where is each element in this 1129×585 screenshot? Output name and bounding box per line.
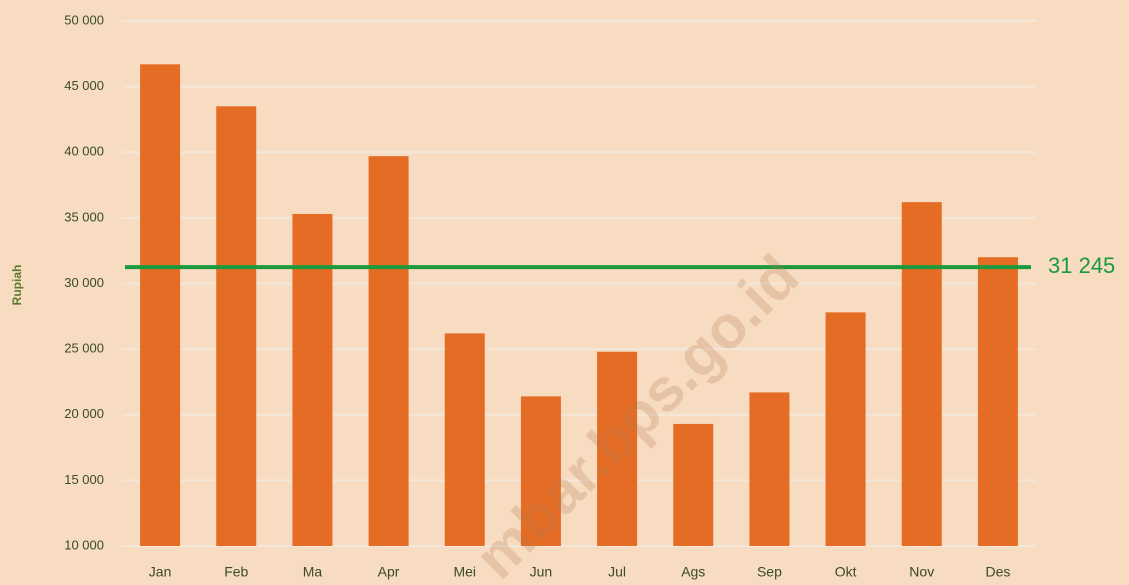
y-tick-label: 45 000 <box>64 78 104 93</box>
bar <box>292 213 333 546</box>
bar <box>216 106 257 546</box>
bar <box>749 392 790 546</box>
x-tick-label: Apr <box>378 564 400 580</box>
x-tick-label: Mei <box>453 564 476 580</box>
y-tick-label: 25 000 <box>64 341 104 356</box>
y-tick-label: 30 000 <box>64 275 104 290</box>
y-tick-label: 40 000 <box>64 144 104 159</box>
y-axis-label: Rupiah <box>10 265 24 306</box>
reference-label: 31 245 <box>1048 253 1115 278</box>
bar <box>977 257 1018 546</box>
y-tick-label: 15 000 <box>64 472 104 487</box>
y-tick-label: 50 000 <box>64 12 104 27</box>
bar <box>901 202 942 546</box>
x-tick-label: Sep <box>757 564 782 580</box>
y-tick-label: 10 000 <box>64 537 104 552</box>
x-tick-label: Jun <box>530 564 553 580</box>
y-tick-label: 35 000 <box>64 209 104 224</box>
x-tick-label: Nov <box>909 564 934 580</box>
x-tick-label: Ma <box>303 564 323 580</box>
bar <box>520 396 561 546</box>
x-tick-label: Jul <box>608 564 626 580</box>
bar <box>368 156 409 546</box>
x-tick-label: Okt <box>835 564 857 580</box>
bar <box>444 333 485 546</box>
x-tick-label: Des <box>985 564 1010 580</box>
x-tick-label: Feb <box>224 564 248 580</box>
bar <box>140 64 181 546</box>
bar <box>597 351 638 546</box>
bar <box>825 312 866 546</box>
x-tick-label: Jan <box>149 564 172 580</box>
bar <box>673 423 714 546</box>
y-tick-label: 20 000 <box>64 406 104 421</box>
x-tick-label: Ags <box>681 564 705 580</box>
